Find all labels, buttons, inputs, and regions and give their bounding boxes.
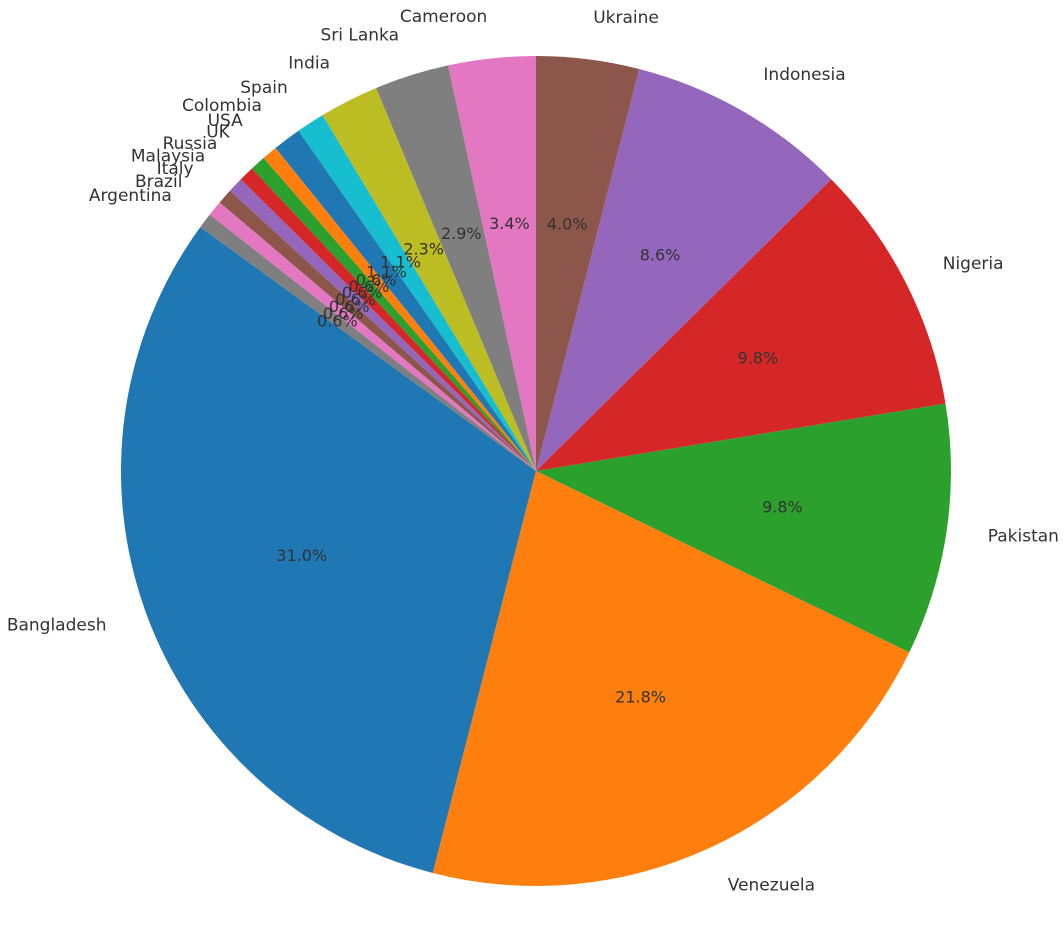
category-label-italy: Italy bbox=[157, 159, 194, 179]
pie-slice-bangladesh bbox=[121, 227, 536, 873]
pie-slice-colombia bbox=[275, 130, 536, 471]
pct-label-russia: 0.6% bbox=[342, 283, 383, 302]
category-label-malaysia: Malaysia bbox=[131, 146, 205, 166]
category-label-ukraine: Ukraine bbox=[593, 8, 659, 28]
category-label-usa: USA bbox=[208, 111, 244, 131]
pct-label-bangladesh: 31.0% bbox=[276, 546, 327, 565]
pie-slice-malaysia bbox=[229, 179, 536, 471]
pct-label-brazil: 0.6% bbox=[323, 304, 364, 323]
pct-label-nigeria: 9.8% bbox=[738, 348, 779, 367]
category-label-pakistan: Pakistan bbox=[988, 527, 1059, 547]
pie-slice-spain bbox=[298, 115, 536, 471]
category-label-bangladesh: Bangladesh bbox=[7, 616, 107, 636]
category-label-spain: Spain bbox=[240, 78, 288, 98]
pct-label-malaysia: 0.6% bbox=[335, 290, 376, 309]
pct-label-indonesia: 8.6% bbox=[640, 246, 681, 265]
category-label-sri-lanka: Sri Lanka bbox=[320, 26, 399, 46]
category-labels: Bangladesh Venezuela Pakistan Nigeria Indone… bbox=[7, 7, 1059, 895]
percentage-labels: 31.0%21.8%9.8%9.8%8.6%4.0%3.4%2.9%2.3%1.… bbox=[276, 214, 802, 707]
pie-slice-india bbox=[322, 88, 536, 471]
pie-slice-italy bbox=[219, 190, 536, 472]
pct-label-venezuela: 21.8% bbox=[615, 687, 666, 706]
category-label-india: India bbox=[288, 54, 330, 74]
category-label-venezuela: Venezuela bbox=[728, 875, 815, 895]
pct-label-colombia: 1.1% bbox=[366, 262, 407, 281]
pct-label-uk: 0.6% bbox=[349, 277, 390, 296]
pct-label-cameroon: 3.4% bbox=[489, 214, 530, 233]
pie-slice-argentina bbox=[200, 214, 536, 471]
category-label-brazil: Brazil bbox=[135, 172, 182, 192]
pie-slice-cameroon bbox=[448, 55, 536, 471]
category-label-colombia: Colombia bbox=[182, 96, 262, 116]
pie-slice-usa bbox=[263, 147, 536, 471]
pie-slice-indonesia bbox=[536, 69, 832, 471]
category-label-russia: Russia bbox=[163, 134, 218, 154]
pie-slice-nigeria bbox=[536, 179, 946, 471]
pie-slice-ukraine bbox=[536, 56, 640, 471]
pie-slice-brazil bbox=[209, 202, 536, 471]
pie-slice-sri-lanka bbox=[375, 65, 536, 472]
pct-label-italy: 0.6% bbox=[329, 297, 370, 316]
category-label-cameroon: Cameroon bbox=[400, 7, 488, 27]
pct-label-spain: 1.1% bbox=[380, 253, 421, 272]
category-label-indonesia: Indonesia bbox=[763, 65, 845, 85]
pct-label-usa: 0.6% bbox=[356, 271, 397, 290]
category-label-nigeria: Nigeria bbox=[943, 254, 1004, 274]
pie-slice-venezuela bbox=[432, 471, 910, 886]
pie-slice-uk bbox=[251, 157, 536, 472]
pct-label-ukraine: 4.0% bbox=[547, 214, 588, 233]
pct-label-pakistan: 9.8% bbox=[762, 497, 803, 516]
pct-label-sri-lanka: 2.9% bbox=[441, 224, 482, 243]
pct-label-argentina: 0.6% bbox=[317, 311, 358, 330]
category-label-uk: UK bbox=[206, 122, 230, 142]
pie-slices bbox=[121, 55, 951, 886]
pie-slice-russia bbox=[240, 168, 536, 472]
pie-slice-pakistan bbox=[536, 403, 951, 653]
category-label-argentina: Argentina bbox=[89, 186, 172, 206]
pct-label-india: 2.3% bbox=[403, 239, 444, 258]
